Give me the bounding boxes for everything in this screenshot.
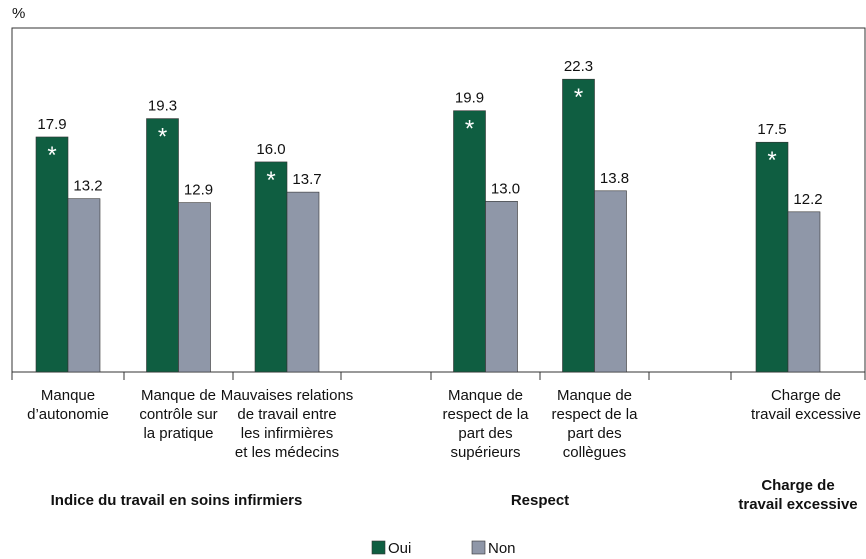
value-label: 13.7 (292, 171, 321, 188)
bar (35, 136, 69, 373)
group-label: Indice du travail en soins infirmiers (51, 492, 303, 509)
significance-marker: * (465, 116, 474, 143)
bar (146, 118, 179, 373)
x-tick-label: Manque de contrôle sur la pratique (139, 387, 217, 442)
x-tick-label: Manque de respect de la part des collègues (552, 387, 639, 461)
group-label: Respect (511, 492, 569, 509)
x-tick-label: Mauvaises relations de travail entre les i… (221, 387, 354, 461)
value-label: 19.3 (148, 98, 177, 115)
value-label: 13.8 (600, 170, 629, 187)
legend-label: Non (488, 540, 516, 557)
value-label: 12.2 (793, 191, 822, 208)
value-label: 19.9 (455, 90, 484, 107)
plot-frame (11, 27, 866, 373)
bar (485, 201, 518, 373)
significance-marker: * (47, 142, 56, 169)
significance-marker: * (266, 167, 275, 194)
bar (286, 191, 320, 373)
value-label: 17.5 (757, 121, 786, 138)
bar (594, 190, 627, 373)
group-label: Charge de travail excessive (738, 477, 857, 513)
bar (453, 110, 486, 373)
bar (562, 78, 595, 373)
value-label: 17.9 (37, 116, 66, 133)
value-label: 13.0 (491, 180, 520, 197)
value-label: 13.2 (73, 178, 102, 195)
bar (67, 198, 101, 373)
significance-marker: * (158, 124, 167, 151)
bar (787, 211, 821, 373)
legend-swatch (471, 540, 486, 555)
x-tick-label: Charge de travail excessive (751, 387, 861, 423)
x-tick-label: Manque de respect de la part des supérieurs (443, 387, 530, 461)
x-tick-label: Manque d’autonomie (27, 387, 109, 423)
bar (178, 202, 211, 373)
y-unit: % (12, 5, 25, 22)
significance-marker: * (574, 84, 583, 111)
legend-swatch (371, 540, 386, 555)
legend-label: Oui (388, 540, 411, 557)
significance-marker: * (767, 147, 776, 174)
value-label: 12.9 (184, 182, 213, 199)
value-label: 16.0 (256, 141, 285, 158)
bar (755, 141, 789, 373)
value-label: 22.3 (564, 58, 593, 75)
